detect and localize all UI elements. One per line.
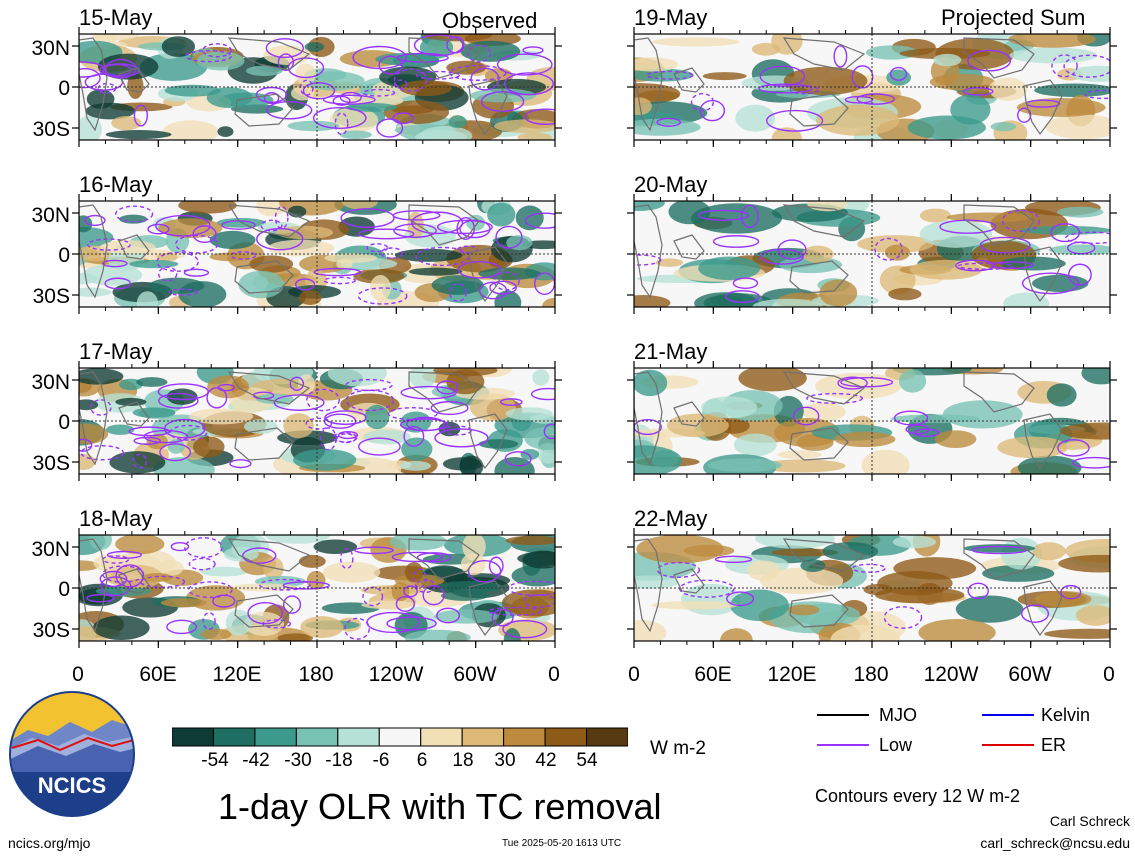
lon-label-0: 0 [72,663,84,686]
colorbar-label: 42 [535,750,557,771]
lat-label-30s: 30S [32,285,70,308]
footer-email[interactable]: carl_schreck@ncsu.edu [980,835,1130,851]
map-panel [72,27,562,147]
colorbar-label: -54 [201,750,229,771]
legend-label-kelvin: Kelvin [1041,705,1091,725]
lat-label-30s: 30S [32,118,70,141]
colorbar-swatch [212,727,256,747]
date-label-left-2: 16-May [79,172,153,197]
date-label-left-3: 17-May [79,339,153,364]
observed-header: Observed [442,8,538,33]
map-panel [627,361,1117,481]
colorbar-swatch [586,727,628,747]
colorbar-swatch [378,727,422,747]
lon-label-0: 0 [628,663,640,686]
date-label-right-2: 20-May [634,172,708,197]
lat-label-30s: 30S [32,452,70,475]
lon-label-120w: 120W [368,663,424,686]
colorbar-label: -18 [325,750,353,771]
colorbar-swatch [254,727,297,747]
main-title: 1-day OLR with TC removal [218,786,662,827]
colorbar-units: W m-2 [650,738,706,759]
lon-label-60e: 60E [139,663,177,686]
legend-label-mjo: MJO [879,705,917,725]
colorbar-label: 18 [452,750,474,771]
legend [817,714,1034,746]
map-panel [627,27,1117,147]
colorbar-swatch [337,727,380,747]
colorbar [172,727,628,747]
lon-label-60w: 60W [453,663,497,686]
date-label-right-4: 22-May [634,506,708,531]
lon-label-180: 180 [298,663,334,686]
olr-map-panels [72,27,1117,648]
colorbar-swatch [503,727,546,747]
map-panel [72,528,562,648]
date-label-right-1: 19-May [634,5,708,30]
map-panel [627,194,1117,314]
colorbar-label: 54 [576,750,598,771]
lon-label-0-end: 0 [1103,663,1115,686]
footer-timestamp: Tue 2025-05-20 1613 UTC [502,838,622,849]
lat-label-eq: 0 [58,77,70,100]
lat-label-eq: 0 [58,578,70,601]
lat-label-30n: 30N [31,371,70,394]
colorbar-label: -42 [242,750,270,771]
logo-text: NCICS [38,773,106,798]
legend-label-low: Low [879,735,913,755]
colorbar-label: 30 [494,750,516,771]
lon-label-0-end: 0 [548,663,560,686]
contour-interval-note: Contours every 12 W m-2 [815,786,1021,806]
colorbar-label: -6 [372,750,390,771]
colorbar-label: -30 [284,750,312,771]
lat-label-eq: 0 [58,244,70,267]
lat-label-30n: 30N [31,538,70,561]
colorbar-swatch [420,727,463,747]
date-label-left-4: 18-May [79,506,153,531]
projected-sum-header: Projected Sum [941,5,1086,30]
lat-label-30n: 30N [31,37,70,60]
colorbar-label: 6 [416,750,428,771]
map-panel [72,361,562,481]
colorbar-swatch [544,727,588,747]
lat-label-30s: 30S [32,619,70,642]
lon-label-180: 180 [853,663,889,686]
map-panel [72,194,562,314]
lon-label-120e: 120E [767,663,817,686]
lon-label-120e: 120E [212,663,262,686]
footer-url[interactable]: ncics.org/mjo [8,835,91,851]
lon-label-60e: 60E [694,663,732,686]
footer-author: Carl Schreck [1049,813,1130,829]
lat-label-eq: 0 [58,411,70,434]
date-label-left-1: 15-May [79,5,153,30]
ncics-logo: NCICS [9,691,135,817]
lon-label-120w: 120W [923,663,979,686]
lon-label-60w: 60W [1008,663,1052,686]
lat-label-30n: 30N [31,204,70,227]
legend-label-er: ER [1041,735,1067,755]
colorbar-swatch [172,727,214,747]
date-label-right-3: 21-May [634,339,708,364]
map-panel [627,528,1117,648]
colorbar-swatch [461,727,505,747]
colorbar-swatch [295,727,339,747]
